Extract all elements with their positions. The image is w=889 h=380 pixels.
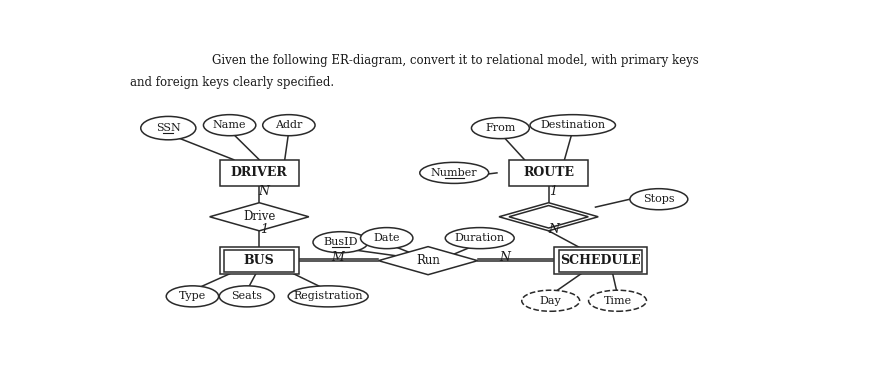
Text: Given the following ER-diagram, convert it to relational model, with primary key: Given the following ER-diagram, convert … [212,54,699,67]
Text: Type: Type [179,291,206,301]
Ellipse shape [166,286,219,307]
Text: From: From [485,123,516,133]
Text: SCHEDULE: SCHEDULE [560,254,641,267]
Bar [220,247,299,274]
Polygon shape [379,247,477,275]
Ellipse shape [530,115,615,136]
Text: Stops: Stops [643,194,675,204]
Bar [224,250,294,272]
Bar [509,160,589,186]
Text: N: N [548,223,559,236]
Ellipse shape [420,162,489,184]
Text: Date: Date [373,233,400,243]
Polygon shape [509,206,589,228]
Bar [220,160,299,186]
Text: Destination: Destination [541,120,605,130]
Ellipse shape [263,115,315,136]
Ellipse shape [204,115,256,136]
Text: BUS: BUS [244,254,275,267]
Text: N: N [500,251,510,264]
Ellipse shape [313,232,368,253]
Text: Drive: Drive [243,210,276,223]
Text: DRIVER: DRIVER [231,166,288,179]
Text: Number: Number [431,168,477,178]
Text: Name: Name [212,120,246,130]
Text: ROUTE: ROUTE [523,166,574,179]
Text: Time: Time [604,296,631,306]
Ellipse shape [140,116,196,140]
Polygon shape [499,203,598,231]
Ellipse shape [630,189,688,210]
Text: BusID: BusID [324,237,357,247]
Bar [554,247,647,274]
Text: SSN: SSN [156,123,180,133]
Text: 1: 1 [260,223,268,236]
Ellipse shape [522,290,580,311]
Text: Registration: Registration [293,291,363,301]
Text: Seats: Seats [231,291,262,301]
Text: Duration: Duration [454,233,505,243]
Text: 1: 1 [549,185,557,198]
Text: M: M [331,251,343,264]
Ellipse shape [361,228,412,249]
Ellipse shape [471,117,529,139]
Ellipse shape [589,290,646,311]
Text: Addr: Addr [276,120,302,130]
Bar [558,250,642,272]
Text: and foreign keys clearly specified.: and foreign keys clearly specified. [131,76,334,89]
Text: N: N [259,185,269,198]
Polygon shape [210,203,308,231]
Ellipse shape [445,228,514,249]
Text: Day: Day [540,296,562,306]
Ellipse shape [288,286,368,307]
Ellipse shape [220,286,275,307]
Text: Run: Run [416,254,440,267]
